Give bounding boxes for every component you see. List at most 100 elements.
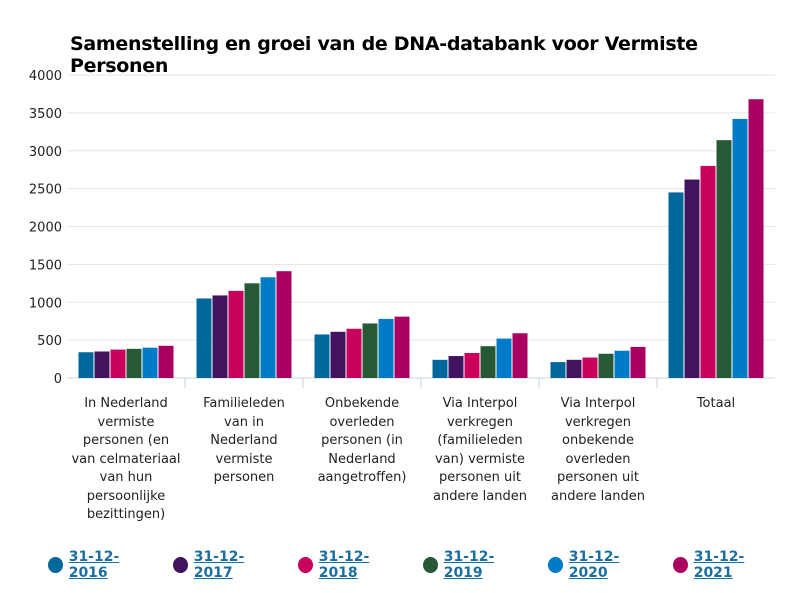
bar[interactable] xyxy=(330,331,346,378)
x-category-label-line: personen (in xyxy=(321,433,403,448)
bar[interactable] xyxy=(78,352,94,378)
x-category-label-line: van) vermiste xyxy=(434,451,526,467)
y-tick-label: 2000 xyxy=(29,221,62,236)
legend-dot-icon xyxy=(673,557,688,573)
x-category-label-line: vermiste xyxy=(97,414,155,430)
x-category-label-line: personen (en xyxy=(82,433,170,448)
x-category-label-line: van hun xyxy=(99,470,153,485)
bar[interactable] xyxy=(700,165,716,378)
bar[interactable] xyxy=(228,290,244,378)
bar[interactable] xyxy=(448,356,464,378)
legend-item[interactable]: 31-12-2018 xyxy=(298,549,401,581)
legend-label[interactable]: 31-12-2021 xyxy=(693,549,745,581)
x-category-label-line: persoonlijke xyxy=(86,488,166,504)
x-category-label-line: overleden xyxy=(329,414,395,430)
x-category-label-line: Via Interpol xyxy=(560,396,636,411)
bar[interactable] xyxy=(276,271,292,378)
legend-dot-icon xyxy=(173,557,188,573)
x-category-label-line: personen xyxy=(213,470,275,485)
bar[interactable] xyxy=(550,362,566,378)
bar[interactable] xyxy=(432,359,448,378)
legend-dot-icon xyxy=(548,557,563,573)
x-category-label-line: Via Interpol xyxy=(442,396,518,411)
x-category-label-line: Onbekende xyxy=(324,396,400,411)
x-category-label-line: Nederland xyxy=(210,433,278,448)
x-category-label-line: verkregen xyxy=(564,414,632,430)
bar[interactable] xyxy=(260,277,276,378)
bar[interactable] xyxy=(684,179,700,378)
x-category-label-line: (familieleden xyxy=(437,433,523,448)
bar[interactable] xyxy=(614,350,630,378)
bar[interactable] xyxy=(362,323,378,378)
x-category-label: Totaal xyxy=(661,395,771,414)
bar[interactable] xyxy=(716,140,732,378)
y-tick-label: 1000 xyxy=(29,296,62,311)
bar[interactable] xyxy=(314,334,330,378)
x-category-label: Via Interpol verkregen (familieleden van) v… xyxy=(425,395,535,506)
y-tick-label: 3000 xyxy=(29,145,62,160)
legend-item[interactable]: 31-12-2019 xyxy=(423,549,526,581)
legend-item[interactable]: 31-12-2016 xyxy=(48,549,151,581)
bar[interactable] xyxy=(496,338,512,378)
bar[interactable] xyxy=(244,283,260,378)
x-category-label-line: andere landen xyxy=(551,488,645,504)
bar[interactable] xyxy=(212,295,228,378)
bar[interactable] xyxy=(94,351,110,378)
bar[interactable] xyxy=(748,99,764,379)
legend-label[interactable]: 31-12-2020 xyxy=(568,549,620,581)
legend-label[interactable]: 31-12-2019 xyxy=(443,549,495,581)
bar[interactable] xyxy=(480,346,496,378)
legend-label[interactable]: 31-12-2018 xyxy=(318,549,370,581)
x-category-label-line: vermiste xyxy=(215,451,273,467)
x-category-label-line: aangetroffen) xyxy=(317,470,407,485)
x-category-label-line: overleden xyxy=(565,451,631,467)
y-axis-ticks: 0 500 1000 1500 2000 2500 3000 3500 4000 xyxy=(29,69,62,387)
legend-dot-icon xyxy=(48,557,63,573)
legend-item[interactable]: 31-12-2017 xyxy=(173,549,276,581)
y-tick-label: 4000 xyxy=(29,69,62,84)
bar[interactable] xyxy=(394,316,410,378)
y-tick-label: 2500 xyxy=(29,183,62,198)
bar[interactable] xyxy=(110,349,126,378)
x-axis xyxy=(184,378,658,388)
x-category-label: Onbekende overleden personen (in Nederland a… xyxy=(307,395,417,488)
legend-label[interactable]: 31-12-2016 xyxy=(68,549,120,581)
chart-title: Samenstelling en groei van de DNA-databa… xyxy=(70,33,698,77)
bar[interactable] xyxy=(732,118,748,378)
x-category-label-line: personen uit xyxy=(439,470,521,485)
x-category-label-line: andere landen xyxy=(433,488,527,504)
bar[interactable] xyxy=(196,298,212,378)
y-tick-label: 0 xyxy=(54,372,62,387)
x-category-label-line: onbekende xyxy=(562,433,634,448)
x-category-label-line: verkregen xyxy=(446,414,514,430)
bars xyxy=(78,99,764,379)
x-category-label: Familieleden van in Nederland vermiste perso… xyxy=(189,395,299,488)
bar[interactable] xyxy=(566,359,582,378)
bar[interactable] xyxy=(668,192,684,378)
bar[interactable] xyxy=(582,357,598,378)
legend-dot-icon xyxy=(298,557,313,573)
bar[interactable] xyxy=(346,328,362,378)
x-category-label-line: van in xyxy=(224,414,264,430)
x-category-label-line: In Nederland xyxy=(84,396,168,411)
legend: 31-12-2016 31-12-2017 31-12-2018 31-12-2019… xyxy=(48,549,798,581)
x-category-label: Via Interpol verkregen onbekende overleden p… xyxy=(543,395,653,506)
bar[interactable] xyxy=(142,347,158,378)
x-category-label-line: bezittingen) xyxy=(86,507,166,522)
bar[interactable] xyxy=(126,348,142,378)
legend-dot-icon xyxy=(423,557,438,573)
bar[interactable] xyxy=(378,318,394,378)
y-tick-label: 1500 xyxy=(29,258,62,273)
y-tick-label: 3500 xyxy=(29,107,62,122)
bar[interactable] xyxy=(158,345,174,378)
x-category-label-line: personen uit xyxy=(557,470,639,485)
legend-item[interactable]: 31-12-2021 xyxy=(673,549,776,581)
bar[interactable] xyxy=(512,333,528,378)
legend-item[interactable]: 31-12-2020 xyxy=(548,549,651,581)
legend-label[interactable]: 31-12-2017 xyxy=(193,549,245,581)
bar[interactable] xyxy=(464,353,480,378)
bar[interactable] xyxy=(598,353,614,378)
x-category-label-line: Totaal xyxy=(696,396,736,411)
bar[interactable] xyxy=(630,346,646,378)
